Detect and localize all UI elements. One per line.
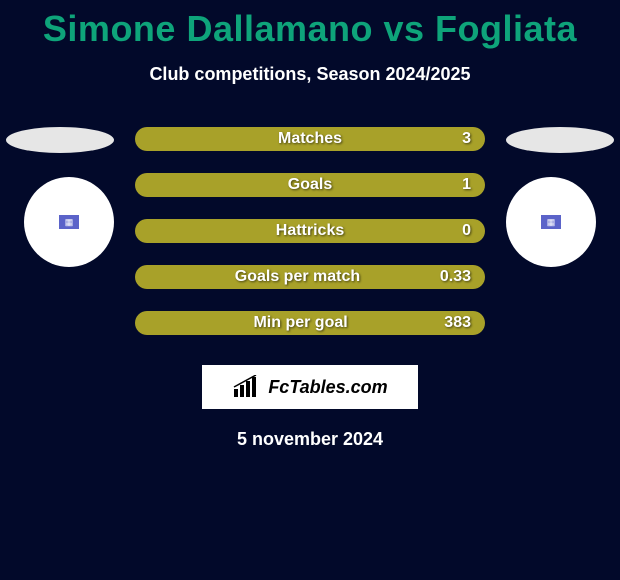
stat-row-hattricks: Hattricks 0	[135, 219, 485, 243]
player-right-badge: ▦	[541, 215, 561, 229]
player-left-avatar: ▦	[24, 177, 114, 267]
stat-label: Hattricks	[276, 222, 344, 240]
stat-label: Matches	[278, 130, 342, 148]
stat-value: 1	[462, 176, 471, 194]
logo-text: FcTables.com	[268, 377, 387, 398]
stat-value: 3	[462, 130, 471, 148]
stats-bars: Matches 3 Goals 1 Hattricks 0 Goals per …	[135, 127, 485, 335]
stat-row-min-per-goal: Min per goal 383	[135, 311, 485, 335]
stat-row-goals-per-match: Goals per match 0.33	[135, 265, 485, 289]
stat-value: 0	[462, 222, 471, 240]
logo-box: FcTables.com	[202, 365, 418, 409]
player-left-oval	[6, 127, 114, 153]
player-right-oval	[506, 127, 614, 153]
page-title: Simone Dallamano vs Fogliata	[0, 0, 620, 50]
player-right-avatar: ▦	[506, 177, 596, 267]
content-area: ▦ ▦ Matches 3 Goals 1 Hattricks 0 Goals …	[0, 127, 620, 450]
stat-row-goals: Goals 1	[135, 173, 485, 197]
stat-value: 383	[444, 314, 471, 332]
subtitle: Club competitions, Season 2024/2025	[0, 64, 620, 85]
badge-glyph-icon: ▦	[547, 218, 556, 227]
stat-label: Goals	[288, 176, 332, 194]
player-left-badge: ▦	[59, 215, 79, 229]
chart-bars-icon	[232, 375, 262, 399]
stat-value: 0.33	[440, 268, 471, 286]
date-text: 5 november 2024	[0, 429, 620, 450]
stat-label: Min per goal	[253, 314, 347, 332]
stat-row-matches: Matches 3	[135, 127, 485, 151]
badge-glyph-icon: ▦	[65, 218, 74, 227]
stat-label: Goals per match	[235, 268, 360, 286]
